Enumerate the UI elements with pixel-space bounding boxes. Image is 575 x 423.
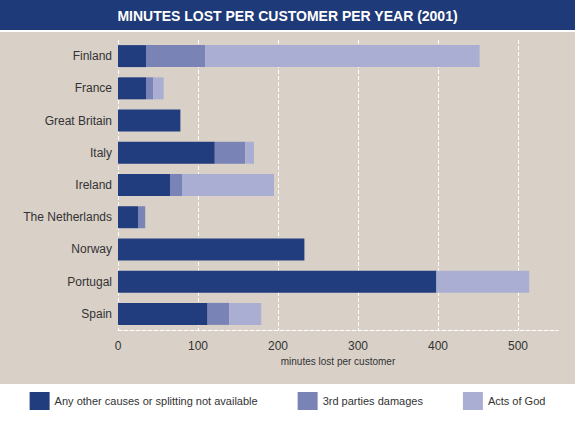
svg-text:The Netherlands: The Netherlands	[23, 210, 112, 224]
svg-text:300: 300	[348, 339, 368, 353]
svg-text:Great Britain: Great Britain	[45, 114, 112, 128]
svg-text:France: France	[75, 81, 113, 95]
svg-text:500: 500	[508, 339, 528, 353]
svg-text:400: 400	[428, 339, 448, 353]
svg-text:200: 200	[268, 339, 288, 353]
svg-text:3rd parties damages: 3rd parties damages	[323, 395, 424, 407]
svg-text:Portugal: Portugal	[67, 275, 112, 289]
svg-text:Italy: Italy	[90, 146, 112, 160]
svg-text:MINUTES LOST PER CUSTOMER PER: MINUTES LOST PER CUSTOMER PER YEAR (2001…	[117, 8, 457, 24]
svg-text:minutes lost per customer: minutes lost per customer	[281, 356, 396, 367]
svg-text:Norway: Norway	[71, 242, 112, 256]
svg-text:100: 100	[188, 339, 208, 353]
svg-text:Finland: Finland	[73, 49, 112, 63]
svg-text:Ireland: Ireland	[75, 178, 112, 192]
svg-text:Any other causes or splitting: Any other causes or splitting not availa…	[55, 395, 258, 407]
svg-text:Acts of God: Acts of God	[488, 395, 545, 407]
svg-text:Spain: Spain	[81, 307, 112, 321]
svg-text:0: 0	[115, 339, 122, 353]
